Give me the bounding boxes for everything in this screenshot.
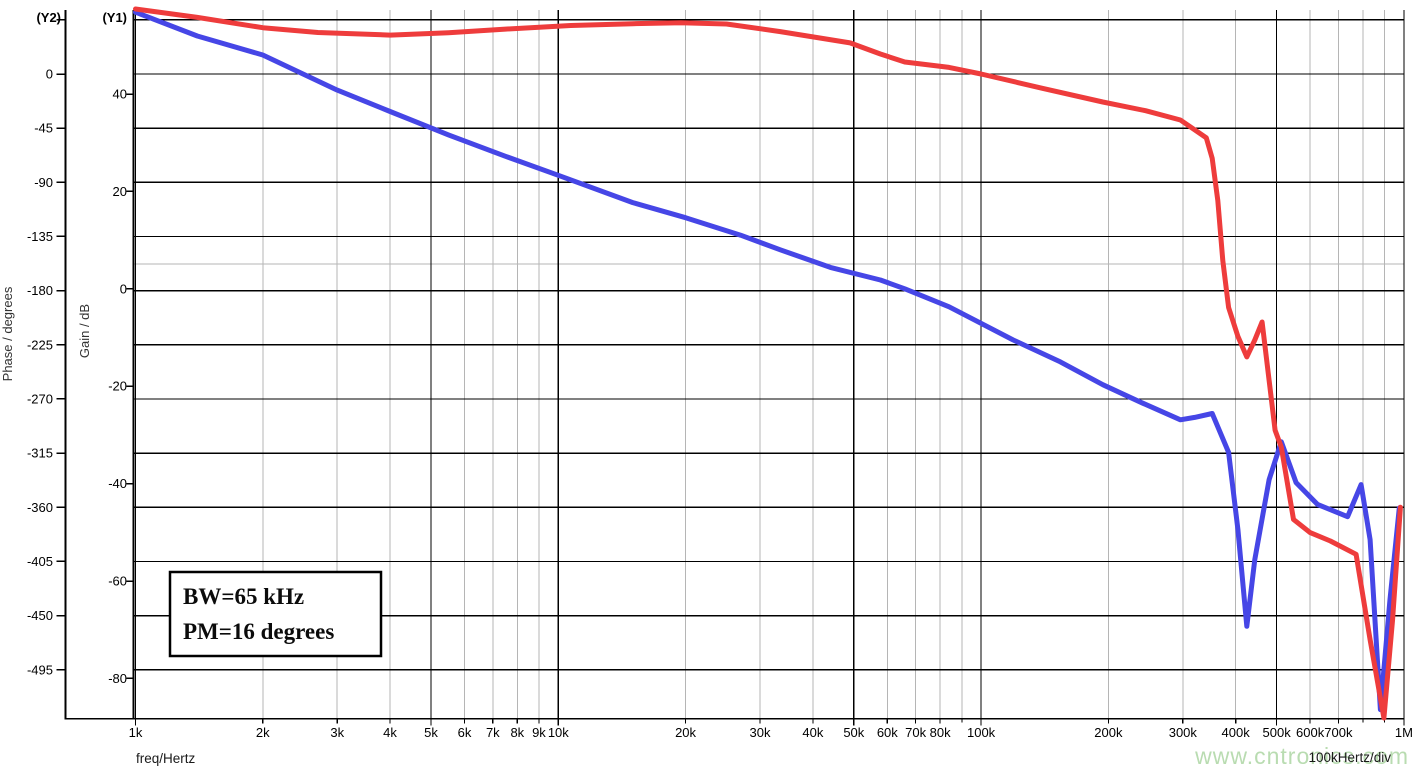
phase-tick-label: -360	[27, 500, 53, 515]
y2-axis-tag: (Y2)	[36, 10, 61, 25]
x-tick-label: 400k	[1222, 725, 1251, 740]
phase-tick-label: -450	[27, 608, 53, 623]
phase-tick-label: -90	[34, 175, 53, 190]
phase-tick-label: -135	[27, 229, 53, 244]
y1-axis-tag: (Y1)	[102, 10, 127, 25]
gain-curve	[133, 9, 1402, 713]
x-tick-label: 1k	[129, 725, 143, 740]
annotation-box-frame	[168, 570, 383, 658]
gain-tick-label: 40	[113, 87, 127, 102]
phase-tick-label: -45	[34, 121, 53, 136]
x-tick-label: 5k	[424, 725, 438, 740]
bandwidth-readout: BW=65 kHz	[183, 584, 304, 609]
x-tick-label: 700k	[1324, 725, 1353, 740]
phase-tick-label: -270	[27, 391, 53, 406]
phase-tick-label: -315	[27, 446, 53, 461]
x-tick-labels: 1k 2k 3k 4k 5k 6k 7k 8k 9k 10k 20k 30k 40k 50k 60k 70k 8…	[129, 725, 1412, 740]
gain-tick-label: -40	[108, 476, 127, 491]
phase-tick-label: 0	[46, 67, 53, 82]
x-tick-label: 80k	[930, 725, 951, 740]
x-tick-label: 8k	[510, 725, 524, 740]
phase-tick-label: -225	[27, 337, 53, 352]
gain-tick-label: 0	[120, 281, 127, 296]
gain-axis-title: Gain / dB	[77, 304, 92, 358]
phase-tick-label: -495	[27, 662, 53, 677]
watermark-text: www.cntronics.com	[1194, 743, 1409, 769]
x-tick-label: 2k	[256, 725, 270, 740]
phase-axis-title: Phase / degrees	[0, 286, 15, 381]
phase-curve	[133, 6, 1403, 721]
x-tick-label: 30k	[750, 725, 771, 740]
annotation-box: BW=65 kHz PM=16 degrees	[168, 570, 383, 658]
x-tick-label: 9k	[532, 725, 546, 740]
x-tick-label: 200k	[1094, 725, 1123, 740]
phase-margin-readout: PM=16 degrees	[183, 619, 334, 644]
x-tick-label: 3k	[330, 725, 344, 740]
x-tick-label: 40k	[802, 725, 823, 740]
phase-tick-label: -180	[27, 283, 53, 298]
major-gridlines	[133, 10, 1405, 719]
x-tick-label: 70k	[905, 725, 926, 740]
x-tick-label: 6k	[458, 725, 472, 740]
x-tick-label: 500k	[1263, 725, 1292, 740]
x-tick-label: 50k	[843, 725, 864, 740]
gain-tick-label: -60	[108, 574, 127, 589]
curves	[133, 6, 1403, 721]
phase-tick-labels: 0 -45 -90 -135 -180 -225 -270 -315 -360 -405 -450 -…	[27, 67, 53, 678]
phase-tick-label: -405	[27, 554, 53, 569]
gain-tick-label: 20	[113, 184, 127, 199]
x-scale-per-div-label: 100kHertz/div	[1308, 750, 1391, 765]
gain-tick-labels: 40 20 0 -20 -40 -60 -80	[108, 87, 127, 686]
gain-tick-label: -20	[108, 379, 127, 394]
tick-marks	[56, 19, 1405, 726]
x-tick-label: 7k	[486, 725, 500, 740]
x-tick-label: 10k	[548, 725, 569, 740]
x-tick-label: 60k	[877, 725, 898, 740]
x-tick-label: 100k	[967, 725, 996, 740]
x-tick-label: 20k	[675, 725, 696, 740]
x-axis-title: freq/Hertz	[136, 751, 196, 766]
gain-tick-label: -80	[108, 671, 127, 686]
x-tick-label: 4k	[383, 725, 397, 740]
x-tick-label: 1M	[1395, 725, 1412, 740]
x-tick-label: 600k	[1296, 725, 1325, 740]
x-tick-label: 300k	[1169, 725, 1198, 740]
